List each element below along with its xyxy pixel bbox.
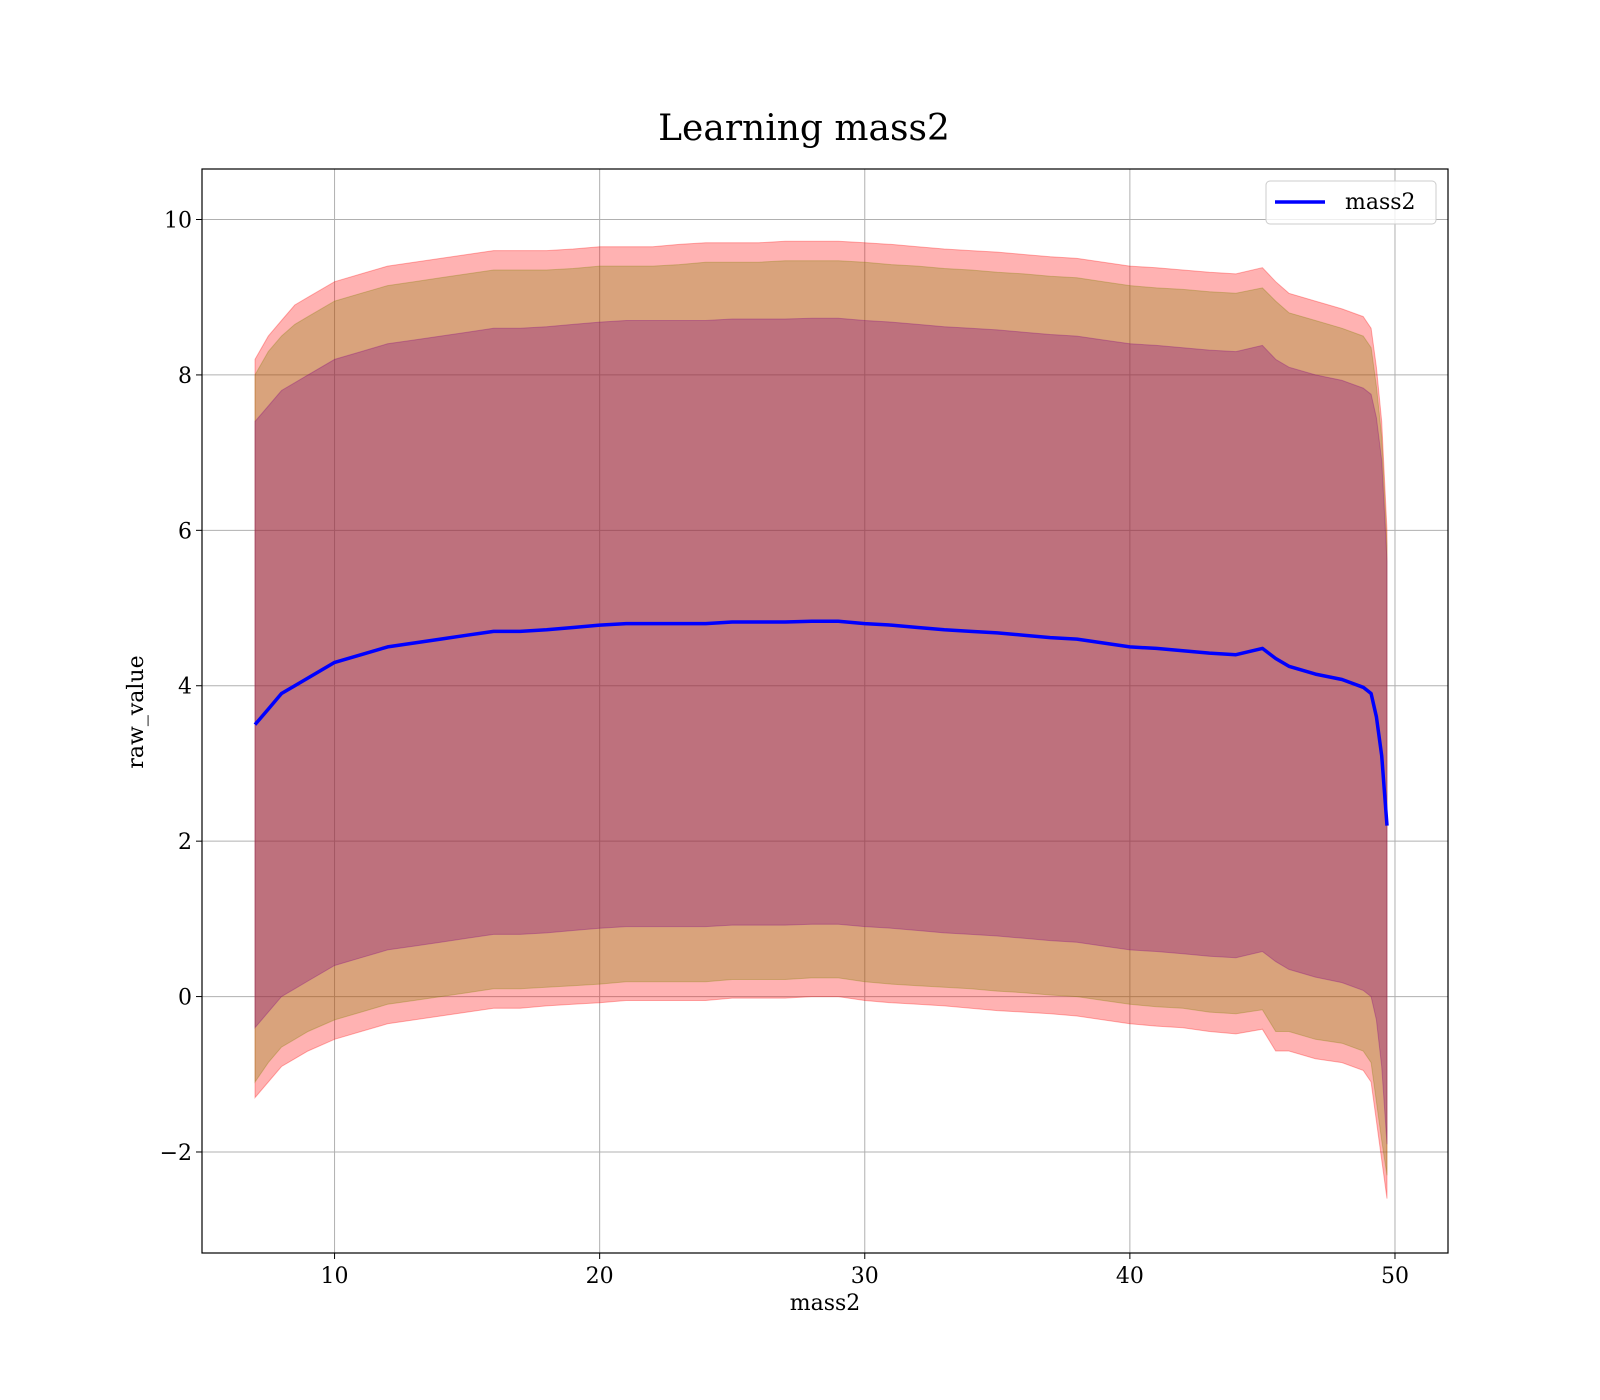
y-tick-label-3: 4 — [178, 675, 192, 700]
plot-frame — [201, 168, 1449, 1254]
band-2 — [254, 317, 1388, 1145]
band-0 — [254, 240, 1388, 1199]
y-axis-ticks: −2 0 2 4 6 8 10 — [160, 209, 202, 1166]
y-tick-label-1: 0 — [178, 986, 192, 1011]
y-tick-label-4: 6 — [178, 519, 192, 544]
x-tick-label-3: 40 — [1116, 1264, 1144, 1289]
y-tick-label-2: 2 — [178, 830, 192, 855]
x-axis-ticks: 10 20 30 40 50 — [321, 1253, 1409, 1289]
series-line-0 — [253, 619, 1389, 826]
legend: mass2 — [1265, 180, 1437, 225]
band-1 — [254, 260, 1388, 1176]
confidence-bands — [254, 240, 1388, 1199]
legend-box — [1265, 180, 1437, 225]
y-tick-label-0: −2 — [160, 1141, 192, 1166]
y-axis-label: raw_value — [124, 655, 149, 768]
x-tick-label-2: 30 — [851, 1264, 879, 1289]
grid — [202, 169, 1448, 1253]
legend-label-mass2: mass2 — [1345, 190, 1416, 215]
x-tick-label-0: 10 — [321, 1264, 349, 1289]
x-axis-label: mass2 — [790, 1291, 861, 1316]
y-tick-label-5: 8 — [178, 364, 192, 389]
x-tick-label-4: 50 — [1381, 1264, 1409, 1289]
y-tick-label-6: 10 — [164, 209, 192, 234]
x-tick-label-1: 20 — [586, 1264, 614, 1289]
chart-title: Learning mass2 — [658, 108, 950, 149]
series-lines — [253, 619, 1389, 826]
